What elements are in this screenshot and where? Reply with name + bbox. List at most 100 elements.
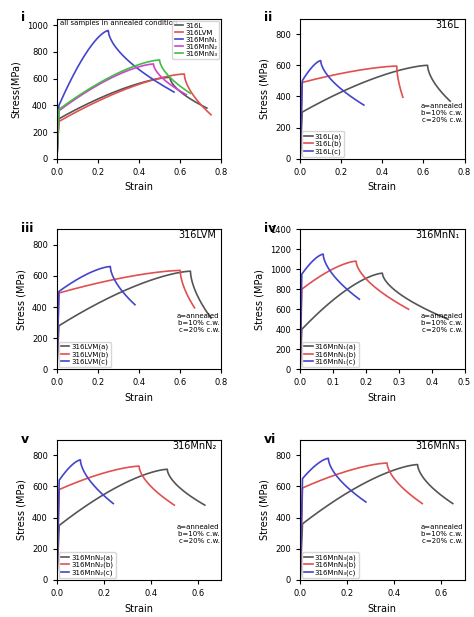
316MnN₁(b) [353, 257, 359, 265]
Line: 316MnN₂(b): 316MnN₂(b) [57, 466, 174, 580]
Text: a=annealed
b=10% c.w.
c=20% c.w.: a=annealed b=10% c.w. c=20% c.w. [420, 524, 463, 544]
316L(c) [318, 57, 324, 64]
Line: 316MnN₁(a): 316MnN₁(a) [300, 273, 448, 370]
Line: 316LVM(b): 316LVM(b) [57, 270, 194, 370]
316L(b) [301, 78, 307, 86]
Line: 316MnN₂(c): 316MnN₂(c) [57, 460, 113, 580]
316MnN₁(a) [445, 315, 451, 323]
316L [203, 104, 209, 112]
316L [84, 100, 90, 107]
316MnN₂ [74, 94, 80, 102]
316MnN₁(c) [320, 251, 326, 258]
316LVM [88, 101, 94, 108]
316MnN₃(a) [297, 576, 303, 584]
Text: a=annealed
b=10% c.w.
c=20% c.w.: a=annealed b=10% c.w. c=20% c.w. [177, 524, 219, 544]
316L [77, 104, 83, 111]
316MnN₃(c) [350, 488, 356, 495]
316MnN₂ [172, 84, 178, 91]
316MnN₁(b) [405, 305, 410, 312]
316MnN₂ [127, 66, 133, 73]
Line: 316MnN₃: 316MnN₃ [57, 60, 191, 159]
316L(b) [370, 64, 376, 72]
Y-axis label: Stress(MPa): Stress(MPa) [11, 60, 21, 118]
316MnN₂ [183, 91, 189, 98]
316LVM(b) [147, 270, 153, 277]
316L(b) [400, 93, 406, 101]
316MnN₃(b) [363, 463, 369, 470]
Text: iv: iv [264, 222, 276, 235]
316MnN₂ [81, 90, 86, 97]
316MnN₃ [131, 62, 137, 70]
316MnN₁(b) [387, 294, 393, 302]
Legend: 316MnN₁(a), 316MnN₁(b), 316MnN₁(c): 316MnN₁(a), 316MnN₁(b), 316MnN₁(c) [302, 342, 359, 367]
316LVM(b) [177, 267, 183, 274]
316MnN₂(a) [201, 501, 207, 508]
316MnN₃(b) [384, 459, 390, 466]
316MnN₂(b) [172, 502, 177, 509]
316LVM(c) [57, 287, 63, 294]
Text: 316MnN₁: 316MnN₁ [415, 231, 460, 241]
Legend: 316L(a), 316L(b), 316L(c): 316L(a), 316L(b), 316L(c) [302, 131, 344, 157]
316L [204, 104, 210, 112]
Line: 316L: 316L [57, 77, 207, 159]
316MnN₁(c) [304, 263, 310, 271]
316MnN₃(c) [297, 576, 303, 584]
316MnN₂(b) [159, 492, 164, 500]
316MnN₃ [157, 56, 163, 64]
316MnN₁(b) [313, 275, 319, 283]
316L(b) [297, 155, 303, 163]
Legend: 316LVM(a), 316LVM(b), 316LVM(c): 316LVM(a), 316LVM(b), 316LVM(c) [59, 342, 111, 367]
316MnN₁(a) [380, 270, 385, 277]
Text: all samples in annealed condition: all samples in annealed condition [60, 20, 178, 26]
316MnN₁ [148, 74, 154, 81]
316L(c) [300, 77, 305, 84]
316MnN₁(a) [301, 324, 306, 331]
X-axis label: Strain: Strain [125, 183, 154, 193]
316LVM(b) [59, 289, 64, 296]
316MnN₂ [151, 60, 156, 68]
316MnN₁(c) [344, 285, 349, 292]
316L [191, 97, 197, 105]
316MnN₃(b) [419, 500, 425, 507]
316L [59, 114, 64, 121]
316L(b) [394, 62, 400, 70]
316MnN₃ [58, 104, 64, 112]
316LVM [208, 111, 214, 118]
316MnN₁(c) [303, 265, 309, 273]
316MnN₃(c) [363, 498, 368, 505]
316L(a) [332, 91, 337, 99]
X-axis label: Strain: Strain [368, 393, 397, 403]
316L(b) [324, 73, 329, 80]
316MnN₁(b) [300, 284, 306, 292]
316LVM [59, 116, 64, 123]
316MnN₁(a) [444, 315, 450, 323]
Line: 316MnN₂: 316MnN₂ [57, 64, 186, 159]
316L [167, 73, 173, 81]
316LVM(c) [132, 301, 138, 308]
316MnN₃(c) [306, 468, 312, 475]
Line: 316MnN₁(c): 316MnN₁(c) [300, 254, 359, 370]
316MnN₃(b) [301, 484, 307, 491]
316LVM(c) [132, 300, 137, 308]
316LVM(b) [191, 304, 197, 312]
316L(a) [425, 62, 430, 69]
316MnN₂(c) [60, 471, 66, 478]
316MnN₁ [65, 81, 71, 89]
Legend: 316MnN₂(a), 316MnN₂(b), 316MnN₂(c): 316MnN₂(a), 316MnN₂(b), 316MnN₂(c) [59, 552, 116, 578]
316MnN₁ [54, 155, 60, 163]
316MnN₁(a) [297, 366, 303, 373]
Line: 316LVM(a): 316LVM(a) [57, 271, 211, 370]
316MnN₂(b) [171, 501, 176, 508]
316MnN₃(a) [386, 468, 392, 476]
316MnN₂(c) [78, 456, 83, 463]
X-axis label: Strain: Strain [125, 603, 154, 613]
316MnN₁(b) [406, 305, 411, 313]
316LVM(c) [66, 281, 72, 288]
316MnN₂(a) [59, 520, 64, 527]
316LVM(a) [208, 314, 214, 321]
316LVM(a) [201, 304, 207, 311]
Line: 316MnN₃(c): 316MnN₃(c) [300, 458, 366, 580]
316MnN₁ [171, 88, 177, 96]
Text: vi: vi [264, 433, 276, 445]
Y-axis label: Stress (MPa): Stress (MPa) [260, 58, 270, 119]
